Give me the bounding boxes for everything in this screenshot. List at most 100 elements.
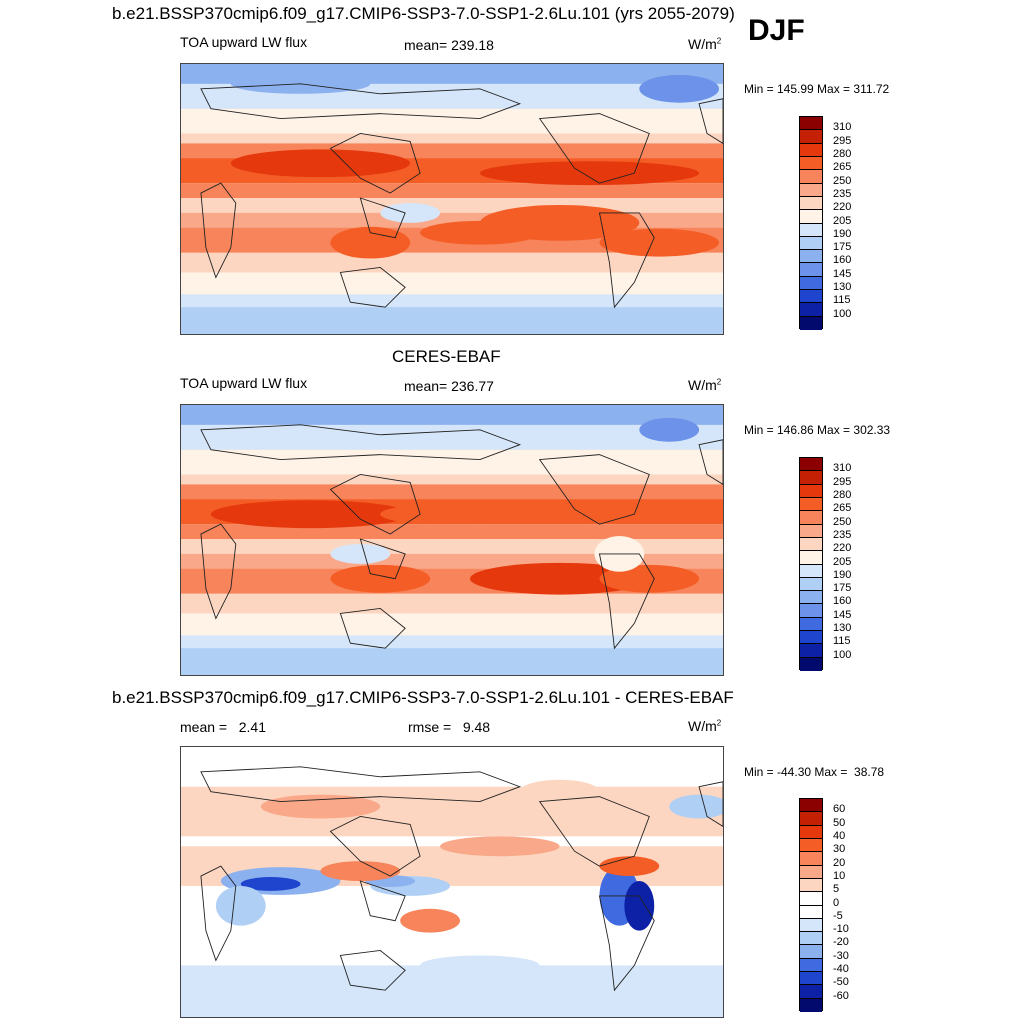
colorbar-swatch bbox=[800, 892, 822, 906]
field-blob bbox=[639, 74, 720, 103]
colorbar-tick-label: -20 bbox=[833, 936, 849, 949]
panel2-map bbox=[180, 404, 724, 676]
field-blob bbox=[320, 861, 401, 882]
colorbar-swatch bbox=[800, 799, 822, 813]
units-base: W/m bbox=[688, 377, 717, 393]
coastline bbox=[329, 816, 421, 877]
field-blob bbox=[210, 500, 411, 529]
colorbar-swatch bbox=[800, 972, 822, 986]
field-blob bbox=[330, 564, 431, 593]
field-blob bbox=[215, 885, 266, 926]
colorbar-swatch bbox=[800, 865, 822, 879]
colorbar-swatch bbox=[800, 631, 822, 645]
field-band bbox=[181, 613, 723, 639]
panel3-units: W/m2 bbox=[688, 718, 721, 734]
colorbar-tick-label: -40 bbox=[833, 963, 849, 976]
units-exp: 2 bbox=[716, 718, 722, 728]
coastline bbox=[359, 880, 406, 922]
field-blob bbox=[469, 562, 650, 595]
field-band bbox=[181, 449, 723, 475]
colorbar-swatch bbox=[800, 156, 822, 171]
coastline bbox=[329, 133, 421, 194]
colorbar-tick-label: -30 bbox=[833, 949, 849, 962]
colorbar-tick-label: 265 bbox=[833, 502, 852, 515]
colorbar-swatch bbox=[800, 932, 822, 946]
colorbar-swatch bbox=[800, 905, 822, 919]
field-blob bbox=[479, 161, 700, 186]
colorbar-tick-label: 220 bbox=[833, 542, 852, 555]
colorbar-tick-label: 190 bbox=[833, 227, 852, 240]
coastline bbox=[698, 781, 723, 827]
colorbar-tick-label: 295 bbox=[833, 475, 852, 488]
units-exp: 2 bbox=[716, 377, 722, 387]
panel3-map-svg bbox=[181, 747, 723, 1017]
colorbar-swatch bbox=[800, 210, 822, 224]
case-title: b.e21.BSSP370cmip6.f09_g17.CMIP6-SSP3-7.… bbox=[112, 4, 735, 23]
panel2-variable: TOA upward LW flux bbox=[180, 375, 308, 391]
colorbar-swatch bbox=[800, 484, 822, 498]
colorbar-swatch bbox=[800, 290, 822, 304]
colorbar-swatch bbox=[800, 497, 822, 512]
colorbar-tick-label: 115 bbox=[833, 635, 851, 648]
colorbar-swatch bbox=[800, 604, 822, 618]
panel3-colorbar bbox=[799, 798, 823, 1012]
colorbar-tick-label: 5 bbox=[833, 883, 840, 896]
coastline bbox=[538, 113, 650, 184]
coastline bbox=[200, 182, 237, 279]
field-band bbox=[181, 307, 723, 334]
coastline bbox=[359, 197, 406, 239]
colorbar-swatch bbox=[800, 998, 822, 1012]
colorbar-tick-label: 295 bbox=[833, 134, 852, 147]
coastline bbox=[200, 83, 522, 120]
colorbar-swatch bbox=[800, 945, 822, 959]
colorbar-tick-label: 0 bbox=[833, 896, 840, 909]
field-blob bbox=[599, 856, 660, 877]
colorbar-swatch bbox=[800, 276, 822, 291]
panel2-units: W/m2 bbox=[688, 377, 721, 393]
field-blob bbox=[440, 836, 560, 857]
coastline bbox=[339, 267, 406, 308]
colorbar-swatch bbox=[800, 564, 822, 578]
colorbar-tick-label: 160 bbox=[833, 254, 852, 267]
coastline bbox=[538, 454, 650, 525]
colorbar-tick-label: -10 bbox=[833, 923, 849, 936]
panel3-map bbox=[180, 746, 724, 1018]
field-blob bbox=[380, 504, 500, 525]
colorbar-swatch bbox=[800, 617, 822, 632]
colorbar-tick-label: 50 bbox=[833, 816, 846, 829]
colorbar-tick-label: 235 bbox=[833, 187, 852, 200]
colorbar-swatch bbox=[800, 644, 822, 658]
colorbar-swatch bbox=[800, 236, 822, 251]
colorbar-tick-label: 145 bbox=[833, 608, 852, 621]
field-blob bbox=[669, 794, 723, 819]
colorbar-tick-label: 100 bbox=[833, 307, 852, 320]
units-base: W/m bbox=[688, 36, 717, 52]
colorbar-swatch bbox=[800, 577, 822, 592]
field-blob bbox=[260, 794, 381, 819]
panel1-mean: mean= 239.18 bbox=[404, 37, 494, 53]
colorbar-tick-label: 145 bbox=[833, 267, 852, 280]
colorbar-tick-label: 280 bbox=[833, 147, 852, 160]
field-blob bbox=[519, 779, 600, 804]
panel3-minmax: Min = -44.30 Max = 38.78 bbox=[744, 765, 885, 779]
colorbar-tick-label: 10 bbox=[833, 869, 846, 882]
colorbar-swatch bbox=[800, 878, 822, 893]
field-blob bbox=[330, 543, 391, 564]
colorbar-swatch bbox=[800, 524, 822, 538]
field-blob bbox=[380, 202, 441, 223]
panel2-map-svg bbox=[181, 405, 723, 675]
panel1-units: W/m2 bbox=[688, 36, 721, 52]
field-blob bbox=[599, 564, 700, 593]
colorbar-swatch bbox=[800, 143, 822, 157]
panel2-minmax: Min = 146.86 Max = 302.33 bbox=[744, 423, 891, 437]
colorbar-tick-label: 175 bbox=[833, 582, 852, 595]
coastline bbox=[698, 98, 723, 144]
units-exp: 2 bbox=[716, 36, 722, 46]
field-blob bbox=[599, 228, 720, 257]
coastline bbox=[339, 608, 406, 649]
colorbar-swatch bbox=[800, 196, 822, 211]
colorbar-swatch bbox=[800, 657, 822, 671]
field-band bbox=[181, 524, 723, 544]
colorbar-tick-label: 160 bbox=[833, 595, 852, 608]
field-blob bbox=[230, 149, 411, 178]
